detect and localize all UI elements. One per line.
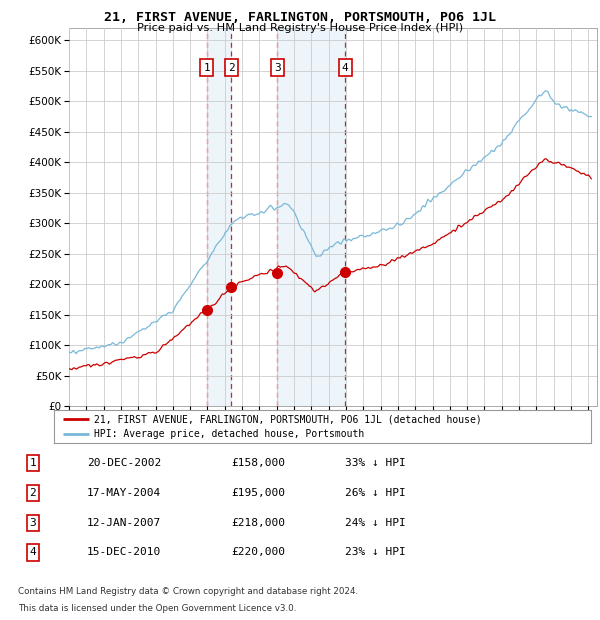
Text: 17-MAY-2004: 17-MAY-2004 — [87, 488, 161, 498]
Text: 1: 1 — [29, 458, 37, 468]
Text: 12-JAN-2007: 12-JAN-2007 — [87, 518, 161, 528]
Text: 1: 1 — [203, 63, 211, 73]
Text: 3: 3 — [29, 518, 37, 528]
Text: 24% ↓ HPI: 24% ↓ HPI — [345, 518, 406, 528]
Text: 21, FIRST AVENUE, FARLINGTON, PORTSMOUTH, PO6 1JL (detached house): 21, FIRST AVENUE, FARLINGTON, PORTSMOUTH… — [94, 414, 482, 424]
Text: 2: 2 — [29, 488, 37, 498]
Text: Price paid vs. HM Land Registry's House Price Index (HPI): Price paid vs. HM Land Registry's House … — [137, 23, 463, 33]
Text: 15-DEC-2010: 15-DEC-2010 — [87, 547, 161, 557]
Text: 3: 3 — [274, 63, 281, 73]
Text: 2: 2 — [228, 63, 235, 73]
Text: HPI: Average price, detached house, Portsmouth: HPI: Average price, detached house, Port… — [94, 429, 365, 439]
Text: This data is licensed under the Open Government Licence v3.0.: This data is licensed under the Open Gov… — [18, 603, 296, 613]
Text: 4: 4 — [29, 547, 37, 557]
Text: 20-DEC-2002: 20-DEC-2002 — [87, 458, 161, 468]
Text: 4: 4 — [342, 63, 349, 73]
Text: 23% ↓ HPI: 23% ↓ HPI — [345, 547, 406, 557]
Text: £195,000: £195,000 — [231, 488, 285, 498]
Text: £220,000: £220,000 — [231, 547, 285, 557]
Text: £218,000: £218,000 — [231, 518, 285, 528]
Text: 33% ↓ HPI: 33% ↓ HPI — [345, 458, 406, 468]
Text: £158,000: £158,000 — [231, 458, 285, 468]
Bar — [277, 28, 345, 406]
Bar — [207, 28, 232, 406]
Text: 26% ↓ HPI: 26% ↓ HPI — [345, 488, 406, 498]
Text: Contains HM Land Registry data © Crown copyright and database right 2024.: Contains HM Land Registry data © Crown c… — [18, 587, 358, 596]
Text: 21, FIRST AVENUE, FARLINGTON, PORTSMOUTH, PO6 1JL: 21, FIRST AVENUE, FARLINGTON, PORTSMOUTH… — [104, 11, 496, 24]
